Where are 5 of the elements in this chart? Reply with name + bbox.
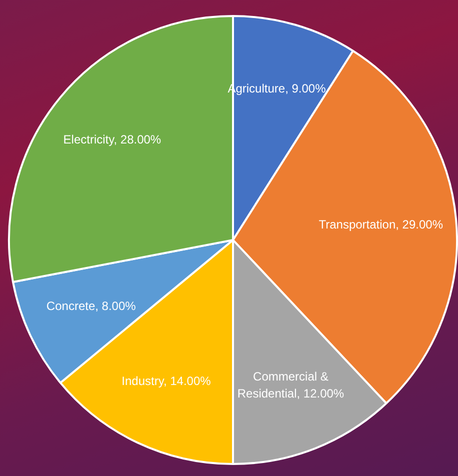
slice-label: Commercial & Residential, 12.00% [237, 370, 344, 401]
slice-label: Transportation, 29.00% [318, 218, 444, 232]
slice-label: Industry, 14.00% [122, 374, 212, 388]
slice-label: Electricity, 28.00% [63, 132, 162, 146]
slice-label: Concrete, 8.00% [46, 299, 136, 314]
